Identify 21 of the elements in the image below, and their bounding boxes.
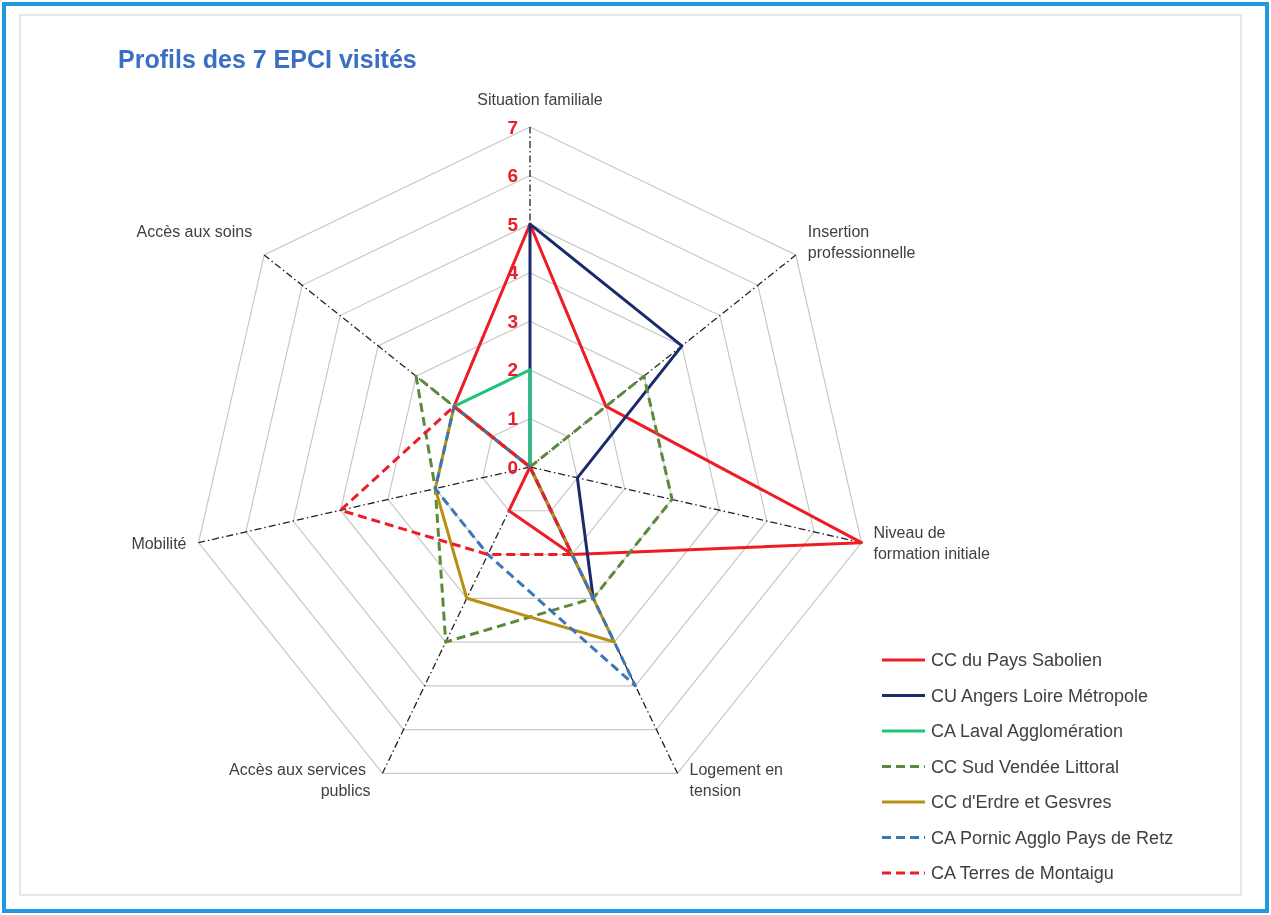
spoke-label: Accès aux services publics [229,761,371,800]
spoke-label: Logement en tension [689,761,788,800]
y-tick-label: 1 [507,408,519,430]
legend-label: CA Laval Agglomération [931,721,1124,741]
legend-label: CA Pornic Agglo Pays de Retz [931,827,1174,848]
chart-title: Profils des 7 EPCI visités [118,45,417,73]
y-tick-label: 5 [507,213,519,235]
spoke-label: Accès aux soins [136,223,253,241]
spoke-label: Insertion professionnelle [807,223,916,262]
y-tick-label: 7 [507,116,518,138]
y-tick-label: 6 [507,165,518,187]
legend-label: CC du Pays Sabolien [931,650,1103,670]
y-tick-label: 2 [507,359,518,381]
spoke-label: Situation familiale [477,91,603,108]
spoke-label: Niveau de formation initiale [873,524,991,563]
legend-label: CA Terres de Montaigu [931,863,1114,883]
spoke-label: Mobilité [131,534,187,552]
y-tick-label: 3 [507,310,518,332]
legend-label: CC d'Erdre et Gesvres [931,792,1112,812]
legend-label: CC Sud Vendée Littoral [931,756,1120,777]
legend-label: CU Angers Loire Métropole [931,685,1149,706]
